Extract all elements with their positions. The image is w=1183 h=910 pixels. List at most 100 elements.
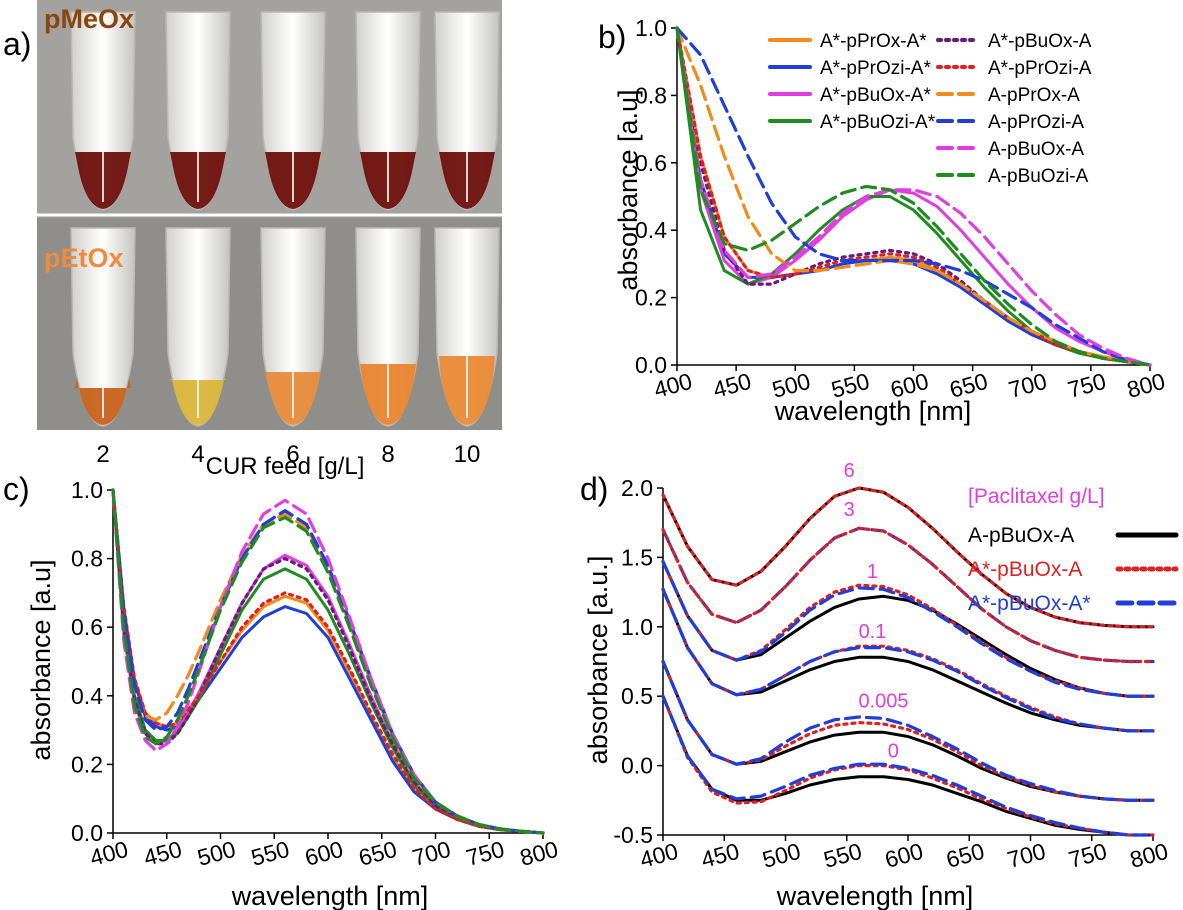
series-line xyxy=(661,526,1155,664)
row-label-pmeox: pMeOx xyxy=(44,4,134,34)
y-tick-label: 0.4 xyxy=(635,217,667,243)
legend-label: A*-pBuOx-A xyxy=(988,31,1092,52)
x-tick-label: 600 xyxy=(302,836,346,871)
y-tick-label: 0.6 xyxy=(635,150,667,176)
x-tick-label: 650 xyxy=(356,836,400,871)
legend-label: A-pBuOzi-A xyxy=(988,166,1089,187)
x-tick-label: 800 xyxy=(1127,838,1171,873)
legend-label: A-pPrOx-A xyxy=(988,85,1080,106)
y-tick-label: 1.0 xyxy=(621,614,653,640)
series-line xyxy=(111,488,545,835)
panel-label-b: b) xyxy=(598,19,626,55)
series-line xyxy=(111,488,545,835)
y-tick-label: 0.0 xyxy=(635,352,667,378)
series-line xyxy=(661,659,1155,802)
x-tick-label: 500 xyxy=(195,836,239,871)
y-axis-title: absorbance [a.u] xyxy=(613,89,643,290)
panel-c-chart: c) wavelength [nm] absorbance [a.u] 400 4… xyxy=(3,471,561,910)
x-tick-label: 600 xyxy=(882,838,926,873)
y-tick-label: 1.0 xyxy=(635,15,667,41)
x-tick-label: 800 xyxy=(517,836,561,871)
y-tick-label: 2.0 xyxy=(621,475,653,501)
series-line xyxy=(661,587,1155,733)
panel-label-a: a) xyxy=(3,26,31,62)
x-tick-label: 700 xyxy=(1005,838,1049,873)
x-tick-label: 700 xyxy=(1006,368,1050,403)
series-line xyxy=(111,488,545,835)
concentration-annotation: 0.1 xyxy=(859,621,887,643)
y-tick-label: 0.6 xyxy=(71,614,103,640)
x-tick-label: 750 xyxy=(1065,368,1109,403)
series-line xyxy=(661,486,1155,629)
x-tick-label: 550 xyxy=(821,838,865,873)
legend-label: A*-pBuOx-A xyxy=(968,558,1082,581)
series-line xyxy=(675,26,1152,367)
y-axis-title: absorbance [a.u] xyxy=(26,559,56,760)
plot-area: 400 450 500 550 600 650 700 750 8000.00.20.40.60… xyxy=(71,477,561,871)
legend-label: A*-pBuOx-A* xyxy=(968,592,1091,615)
concentration-annotation: 0 xyxy=(888,740,899,762)
legend-label: A*-pBuOzi-A* xyxy=(820,112,936,133)
legend: [Paclitaxel g/L] A-pBuOx-A A*-pBuOx-A A*-pB… xyxy=(968,485,1179,615)
x-tick-label: 550 xyxy=(248,836,292,871)
tube-group xyxy=(70,11,500,427)
tube-feed-label: 4 xyxy=(191,441,204,468)
tube-feed-label: 10 xyxy=(454,441,481,468)
y-tick-label: 1.5 xyxy=(621,544,653,570)
legend-label: A*-pPrOzi-A* xyxy=(820,58,931,79)
panel-label-d: d) xyxy=(580,471,608,507)
y-tick-label: 0.0 xyxy=(71,820,103,846)
series-line xyxy=(675,26,1152,367)
series-line xyxy=(111,488,545,835)
x-tick-label: 800 xyxy=(1124,368,1168,403)
tube-feed-label: 8 xyxy=(381,441,394,468)
legend-label: A-pBuOx-A xyxy=(988,139,1084,160)
series-line xyxy=(111,488,545,835)
series-line xyxy=(661,559,1155,698)
concentration-annotation: 1 xyxy=(867,561,878,583)
series-line xyxy=(661,560,1155,698)
panel-label-c: c) xyxy=(3,471,30,507)
x-axis-title: wavelength [nm] xyxy=(776,881,974,910)
x-tick-label: 700 xyxy=(410,836,454,871)
x-tick-label: 750 xyxy=(1066,838,1110,873)
x-axis-title: wavelength [nm] xyxy=(774,396,972,426)
x-tick-label: 450 xyxy=(141,836,185,871)
row-label-petox: pEtOx xyxy=(44,243,124,273)
tube-feed-label: 6 xyxy=(286,441,299,468)
legend: A*-pPrOx-A* A*-pPrOzi-A* A*-pBuOx-A* A*-pBu… xyxy=(768,31,1092,187)
x-tick-label: 450 xyxy=(710,368,754,403)
tube-feed-label: 2 xyxy=(96,441,109,468)
series-line xyxy=(675,26,1152,367)
panel-b-chart: b) wavelength [nm] absorbance [a.u] 400 4… xyxy=(598,15,1168,426)
y-tick-label: 0.2 xyxy=(71,751,103,777)
x-axis-title: wavelength [nm] xyxy=(231,881,429,910)
series-line xyxy=(111,488,545,835)
x-tick-label: 500 xyxy=(760,838,804,873)
concentration-annotation: 3 xyxy=(844,499,855,521)
legend-title: [Paclitaxel g/L] xyxy=(968,485,1105,508)
series-line xyxy=(111,488,545,835)
y-tick-label: 0.8 xyxy=(71,546,103,572)
y-tick-label: 0.8 xyxy=(635,82,667,108)
y-tick-label: 0.4 xyxy=(71,683,103,709)
x-tick-label: 450 xyxy=(698,838,742,873)
concentration-annotation: 0.005 xyxy=(858,690,908,712)
series-line xyxy=(111,488,545,835)
x-tick-label: 650 xyxy=(947,368,991,403)
legend-label: A*-pPrOx-A* xyxy=(820,31,927,52)
y-tick-label: -0.5 xyxy=(613,822,653,848)
y-tick-label: 0.5 xyxy=(621,683,653,709)
legend-label: A-pPrOzi-A xyxy=(988,112,1084,133)
y-tick-label: 0.2 xyxy=(635,285,667,311)
y-tick-label: 1.0 xyxy=(71,477,103,503)
legend-label: A-pBuOx-A xyxy=(968,524,1074,547)
photo-x-axis-label: CUR feed [g/L] xyxy=(206,453,365,480)
series-line xyxy=(111,488,545,835)
y-axis-title: absorbance [a.u.] xyxy=(583,556,613,765)
legend-label: A*-pPrOzi-A xyxy=(988,58,1092,79)
series-line xyxy=(111,488,545,835)
panel-a-photo: a) pMeOx pEtOx 2 4 6 8 10 CUR feed [g/L] xyxy=(3,0,502,480)
y-tick-label: 0.0 xyxy=(621,753,653,779)
